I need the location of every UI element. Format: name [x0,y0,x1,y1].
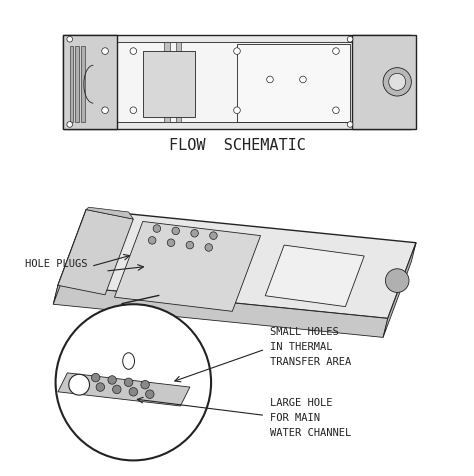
Text: LARGE HOLE
FOR MAIN
WATER CHANNEL: LARGE HOLE FOR MAIN WATER CHANNEL [270,398,351,437]
Bar [86,41,378,122]
Polygon shape [58,373,190,406]
Circle shape [172,227,180,235]
Circle shape [333,107,339,114]
Ellipse shape [123,353,135,369]
Polygon shape [86,207,133,219]
Text: SMALL HOLES
IN THERMAL
TRANSFER AREA: SMALL HOLES IN THERMAL TRANSFER AREA [270,327,351,367]
Circle shape [153,225,161,232]
Text: HOLE PLUGS: HOLE PLUGS [25,259,87,269]
Bar [63,35,117,129]
Polygon shape [265,245,364,307]
Circle shape [210,232,217,239]
Circle shape [234,107,240,114]
Circle shape [124,378,133,387]
Polygon shape [58,209,416,318]
Bar [75,46,79,122]
Circle shape [130,107,137,114]
Circle shape [108,376,117,384]
Circle shape [347,36,353,42]
Polygon shape [58,209,133,295]
Polygon shape [53,285,388,337]
Bar [70,46,73,122]
Circle shape [55,304,211,460]
Text: FLOW  SCHEMATIC: FLOW SCHEMATIC [169,138,305,153]
Polygon shape [383,243,416,337]
Circle shape [102,107,109,114]
Circle shape [113,385,121,394]
Circle shape [389,73,406,90]
Bar [176,41,182,122]
Circle shape [385,269,409,292]
Circle shape [67,36,73,42]
Circle shape [347,121,353,127]
Polygon shape [115,221,261,311]
Bar [237,44,350,122]
Circle shape [129,387,137,396]
Circle shape [141,380,149,389]
Bar [353,35,416,129]
Circle shape [96,383,105,391]
Circle shape [148,237,156,244]
Circle shape [234,48,240,54]
Circle shape [267,76,273,83]
Circle shape [130,48,137,54]
Circle shape [167,239,175,247]
Circle shape [146,390,154,398]
Bar [81,46,85,122]
Circle shape [102,48,109,54]
Bar [63,35,411,129]
Polygon shape [53,209,86,304]
Circle shape [67,121,73,127]
Circle shape [91,373,100,382]
Circle shape [69,374,90,395]
Circle shape [300,76,306,83]
Circle shape [383,68,411,96]
Circle shape [191,229,198,237]
Circle shape [186,241,194,249]
Bar [164,41,170,122]
Circle shape [205,244,212,251]
Bar [143,51,195,117]
Circle shape [333,48,339,54]
